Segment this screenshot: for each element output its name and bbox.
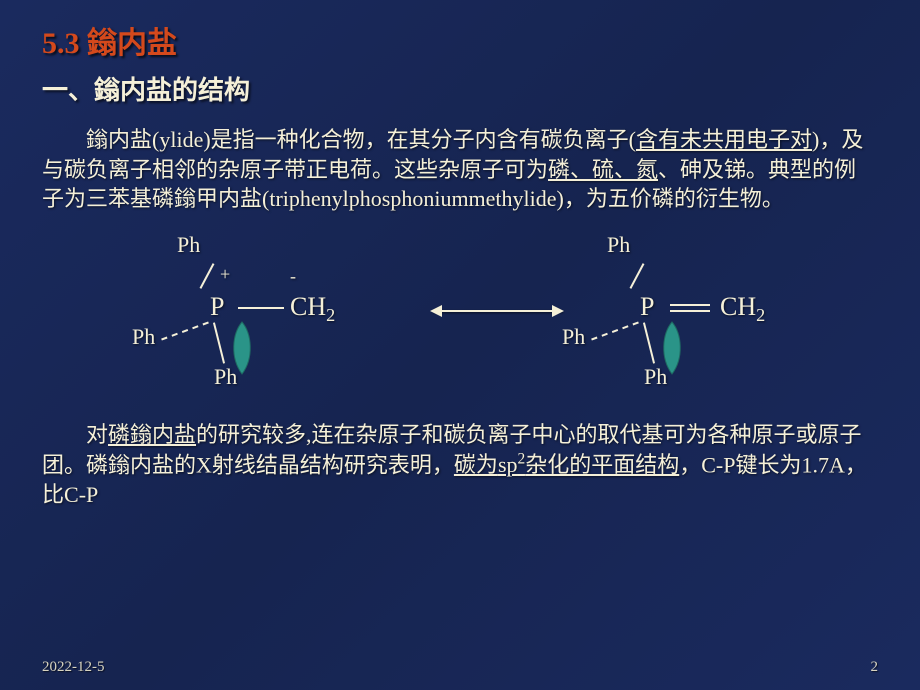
left-bond-top	[200, 263, 215, 289]
slide-content: 5.3 鎓内盐 一、鎓内盐的结构 鎓内盐(ylide)是指一种化合物，在其分子内…	[0, 0, 920, 690]
right-ph-left: Ph	[562, 324, 585, 350]
resonance-diagram: Ph + - P CH2 Ph Ph Ph P CH2 Ph Ph	[42, 224, 878, 414]
left-orbital-icon	[228, 320, 256, 376]
right-bond-pc1	[670, 304, 710, 306]
right-ch2: CH2	[720, 292, 765, 326]
left-plus: +	[220, 264, 230, 285]
slide-title: 5.3 鎓内盐	[42, 18, 878, 62]
left-bond-pc	[238, 307, 284, 309]
left-bond-bottom	[213, 322, 225, 363]
left-p: P	[210, 292, 224, 322]
right-ph-top: Ph	[607, 232, 630, 258]
footer-page: 2	[871, 659, 879, 676]
slide-subtitle: 一、鎓内盐的结构	[42, 70, 878, 107]
p1-tri: (triphenylphosphoniummethylide)	[262, 186, 564, 211]
orbital-shape	[234, 322, 251, 374]
paragraph-1: 鎓内盐(ylide)是指一种化合物，在其分子内含有碳负离子(含有未共用电子对)，…	[42, 125, 878, 214]
right-bond-bottom	[643, 322, 655, 363]
resonance-arrow	[432, 310, 562, 312]
p2-u2: 碳为sp2杂化的平面结构	[454, 452, 679, 477]
p2-x: X	[196, 452, 212, 477]
paragraph-2: 对磷鎓内盐的研究较多,连在杂原子和碳负离子中心的取代基可为各种原子或原子团。磷鎓…	[42, 420, 878, 509]
right-p: P	[640, 292, 654, 322]
p2-a: 对	[86, 422, 108, 447]
orbital-shape	[664, 322, 681, 374]
p2-e: 键长为	[735, 452, 801, 477]
p2-u1: 磷鎓内盐	[108, 422, 196, 447]
left-ph-left: Ph	[132, 324, 155, 350]
p1-term: 鎓内盐	[86, 127, 152, 152]
left-minus: -	[290, 266, 296, 287]
p1-u1: 含有未共用电子对	[636, 127, 812, 152]
left-bond-dash	[161, 322, 209, 341]
right-bond-dash	[591, 322, 639, 341]
right-bond-pc2	[670, 310, 710, 312]
right-orbital-icon	[658, 320, 686, 376]
left-ph-top: Ph	[177, 232, 200, 258]
left-ch2: CH2	[290, 292, 335, 326]
p2-c: 射线结晶结构研究表明，	[212, 452, 454, 477]
slide-footer: 2022-12-5 2	[42, 659, 878, 676]
right-bond-top	[630, 263, 645, 289]
p2-d: ，	[679, 452, 701, 477]
footer-date: 2022-12-5	[42, 659, 105, 676]
p2-cp2: C-P	[64, 482, 98, 507]
p2-cp: C-P	[701, 452, 735, 477]
p1-u2: 磷、硫、氮	[548, 157, 658, 182]
p1-d: ，为五价磷的衍生物。	[564, 186, 784, 211]
p1-a: 是指一种化合物，在其分子内含有碳负离子(	[211, 127, 636, 152]
p1-ylide: (ylide)	[152, 127, 211, 152]
p2-len: 1.7A	[802, 452, 845, 477]
